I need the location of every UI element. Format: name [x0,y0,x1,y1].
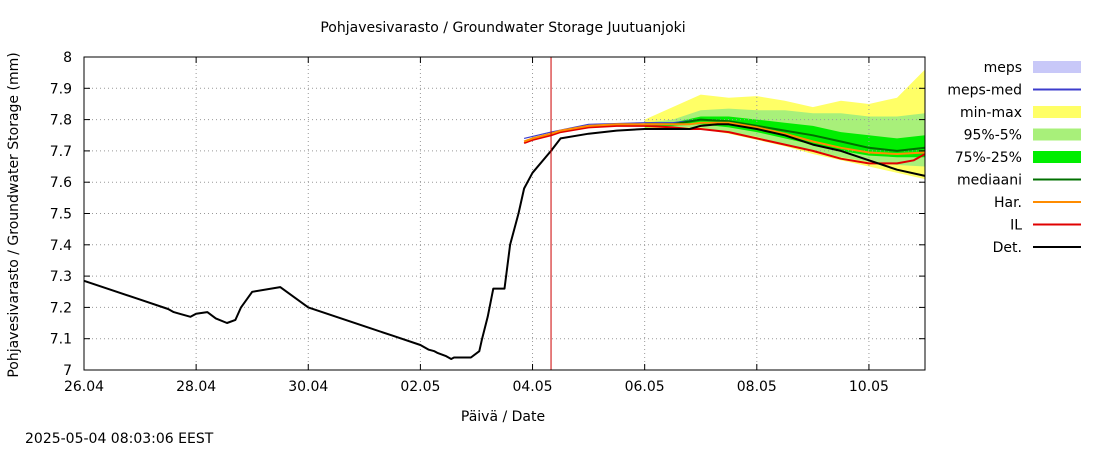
series-har [523,121,926,155]
legend-item-p75_25: 75%-25% [955,150,1081,166]
y-tick-label-7: 7.7 [50,144,72,160]
legend-item-minmax: min-max [960,105,1081,121]
legend-item-meps_med: meps-med [947,83,1081,99]
ticks-layer: 26.04 28.04 30.04 02.05 04.05 06.05 08.05 10.05… [50,50,925,395]
y-axis-label: Pohjavesivarasto / Groundwater Storage (… [6,52,22,377]
legend-label-p75_25: 75%-25% [955,150,1022,166]
y-tick-label-0: 7 [63,363,72,379]
y-tick-label-8: 7.8 [50,113,72,129]
x-tick-label-1: 28.04 [176,379,216,395]
legend: meps meps-med min-max 95%-5% 75%-25% mediaani… [947,60,1081,256]
legend-label-meps: meps [984,60,1022,76]
y-tick-label-2: 7.2 [50,300,72,316]
legend-label-mediaani: mediaani [957,173,1022,189]
y-tick-label-9: 7.9 [50,81,72,97]
x-tick-label-4: 04.05 [512,379,552,395]
legend-label-minmax: min-max [960,105,1022,121]
x-tick-label-7: 10.05 [849,379,889,395]
series-il [523,124,926,165]
legend-item-mediaani: mediaani [957,173,1081,189]
timestamp: 2025-05-04 08:03:06 EEST [25,431,214,447]
x-axis-label: Päivä / Date [461,409,545,425]
x-tick-label-6: 08.05 [737,379,777,395]
legend-label-meps_med: meps-med [947,83,1022,99]
y-tick-label-6: 7.6 [50,175,72,191]
legend-swatch-minmax [1033,106,1081,118]
band-p75_25 [644,116,925,158]
y-tick-label-10: 8 [63,50,72,66]
y-tick-label-4: 7.4 [50,238,72,254]
legend-label-p95_5: 95%-5% [964,128,1022,144]
series-mediaani [644,118,926,152]
legend-item-har: Har. [994,195,1081,211]
legend-item-det: Det. [993,240,1081,256]
legend-swatch-meps [1033,61,1081,73]
legend-label-il: IL [1010,218,1022,234]
legend-item-p95_5: 95%-5% [964,128,1081,144]
y-tick-label-3: 7.3 [50,269,72,285]
grid-layer [84,57,925,370]
chart-title: Pohjavesivarasto / Groundwater Storage J… [320,20,685,36]
legend-item-meps: meps [984,60,1081,76]
x-tick-label-0: 26.04 [64,379,104,395]
legend-swatch-p75_25 [1033,151,1081,163]
series-det [83,123,926,360]
legend-item-il: IL [1010,218,1081,234]
legend-label-det: Det. [993,240,1022,256]
legend-label-har: Har. [994,195,1022,211]
legend-swatch-p95_5 [1033,128,1081,141]
x-tick-label-2: 30.04 [288,379,328,395]
series-layer [83,118,926,360]
x-tick-label-5: 06.05 [625,379,665,395]
x-tick-label-3: 02.05 [400,379,440,395]
y-tick-label-5: 7.5 [50,207,72,223]
y-tick-label-1: 7.1 [50,332,72,348]
